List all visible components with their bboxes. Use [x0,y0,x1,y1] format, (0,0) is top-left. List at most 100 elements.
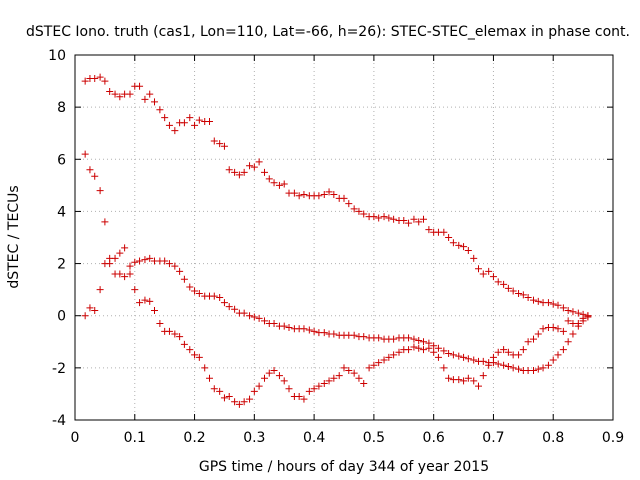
y-tick-label: -4 [52,413,66,429]
data-point [449,239,457,247]
data-point [549,356,557,364]
data-point [116,270,124,278]
data-point [86,304,94,312]
series-2 [81,150,592,374]
data-point [380,213,388,221]
data-point [96,187,104,195]
data-point [475,265,482,273]
data-point [509,364,517,372]
data-point [216,293,224,301]
data-point [475,382,482,390]
data-point [260,317,268,325]
data-point [285,323,293,331]
data-point [494,360,502,368]
data-point [285,385,293,393]
data-point [275,181,283,189]
data-point [434,344,442,352]
data-point [255,382,263,390]
data-point [464,355,472,363]
data-point [180,340,188,348]
series-3 [81,244,592,408]
data-point [405,219,413,227]
data-point [315,192,323,200]
data-point [410,335,418,343]
data-point [440,364,448,372]
data-point [191,351,199,359]
data-point [136,299,144,307]
data-point [515,365,523,373]
series-1 [81,73,592,320]
data-point [440,228,448,236]
data-point [81,150,89,158]
data-point [445,234,453,241]
data-point [554,351,562,359]
data-point [235,171,243,179]
data-point [136,82,144,90]
data-point [161,114,169,122]
data-point [310,385,318,393]
data-point [519,291,527,299]
data-point [415,218,423,226]
x-tick-label: 0.5 [363,430,385,446]
data-point [430,348,438,356]
y-tick-label: 4 [57,204,66,220]
data-point [380,356,388,364]
data-point [464,247,472,255]
data-point [405,334,413,342]
data-point [240,168,248,176]
data-point [390,351,398,359]
data-point [559,304,567,312]
data-point [519,346,527,354]
data-point [390,335,398,343]
data-point [320,329,328,337]
data-point [340,364,348,372]
data-point [96,73,104,81]
data-point [335,372,343,380]
data-point [121,273,129,281]
y-tick-label: 6 [57,152,66,168]
data-point [584,312,592,320]
data-point [250,313,258,321]
data-point [330,330,338,338]
data-point [121,244,129,252]
x-tick-label: 0.8 [542,430,564,446]
data-point [440,347,448,355]
data-point [494,278,502,286]
data-point [355,207,363,215]
data-point [410,215,418,223]
data-point [534,365,542,373]
data-point [265,175,273,183]
data-point [529,335,537,343]
data-point [574,309,582,317]
data-point [231,398,239,406]
data-point [460,243,468,251]
data-point [315,382,323,390]
data-point [564,307,572,314]
data-point [235,400,243,408]
data-point [360,333,368,341]
data-point [250,387,258,395]
data-point [345,366,353,374]
data-point [210,292,218,300]
data-point [559,346,567,354]
data-point [206,117,213,125]
data-point [350,205,358,213]
data-point [544,299,552,307]
data-point [524,338,532,346]
data-point [455,241,463,249]
data-point [345,200,353,208]
data-point [350,369,358,377]
data-point [455,376,463,384]
data-point [91,74,99,82]
data-point [300,190,308,198]
data-point [569,308,577,316]
data-point [220,142,228,150]
data-point [86,166,94,174]
data-point [225,303,233,311]
data-point [186,114,194,122]
data-point [240,398,248,406]
chart-title: dSTEC Iono. truth (cas1, Lon=110, Lat=-6… [26,24,630,40]
data-point [340,194,348,202]
data-point [240,309,248,317]
y-axis-label: dSTEC / TECUs [6,185,22,288]
